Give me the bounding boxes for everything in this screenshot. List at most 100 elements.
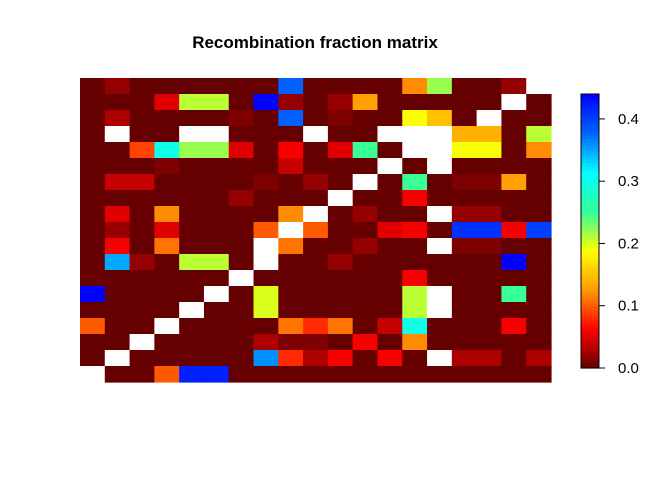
heatmap-cell	[203, 142, 230, 159]
colorbar-segment	[581, 333, 599, 338]
colorbar-segment	[581, 299, 599, 304]
heatmap-cell	[80, 238, 106, 255]
heatmap-cell	[104, 142, 131, 159]
heatmap-cell	[278, 222, 304, 239]
heatmap-cell	[327, 110, 354, 127]
colorbar-segment	[581, 207, 599, 212]
heatmap-cell	[327, 254, 354, 271]
heatmap-cell	[303, 270, 329, 287]
heatmap-cell	[377, 78, 403, 95]
heatmap-cell	[402, 286, 428, 303]
heatmap-cell	[104, 270, 131, 287]
heatmap-cell	[129, 254, 155, 271]
colorbar-segment	[581, 179, 599, 184]
heatmap-cell	[526, 110, 552, 127]
heatmap-cell	[203, 110, 230, 127]
heatmap-cell	[303, 110, 329, 127]
colorbar-segment	[581, 176, 599, 181]
heatmap-cell	[377, 302, 403, 319]
colorbar-segment	[581, 316, 599, 321]
heatmap-cell	[427, 366, 453, 383]
colorbar-tick-label: 0.3	[618, 173, 639, 190]
colorbar-segment	[581, 117, 599, 122]
heatmap-cell	[501, 302, 527, 319]
colorbar-segment	[581, 289, 599, 294]
heatmap-cell	[104, 222, 131, 239]
heatmap-cell	[203, 222, 230, 239]
heatmap-cell	[327, 206, 354, 223]
heatmap-cell	[501, 78, 527, 95]
heatmap-cell	[451, 286, 478, 303]
colorbar-segment	[581, 203, 599, 208]
heatmap-cell	[179, 286, 205, 303]
heatmap-cell	[476, 222, 503, 239]
colorbar-segment	[581, 309, 599, 314]
heatmap-cell	[377, 110, 403, 127]
heatmap-cell	[352, 334, 379, 351]
heatmap-cell	[501, 334, 527, 351]
heatmap-cell	[526, 302, 552, 319]
heatmap-cell	[80, 78, 106, 95]
heatmap-cell	[104, 126, 131, 143]
heatmap-cell	[253, 238, 279, 255]
heatmap-cell	[476, 366, 503, 383]
heatmap-cell	[451, 302, 478, 319]
heatmap-cell	[402, 350, 428, 367]
heatmap-cell	[129, 350, 155, 367]
heatmap-cell	[179, 238, 205, 255]
heatmap-cell	[129, 238, 155, 255]
heatmap-cell	[526, 222, 552, 239]
heatmap-cell	[104, 366, 131, 383]
colorbar-segment	[581, 364, 599, 369]
heatmap-cell	[253, 302, 279, 319]
heatmap-cell	[377, 158, 403, 175]
colorbar-segment	[581, 302, 599, 307]
colorbar-segment	[581, 251, 599, 256]
heatmap-cell	[352, 350, 379, 367]
heatmap-cell	[303, 286, 329, 303]
colorbar-segment	[581, 330, 599, 335]
heatmap-cell	[303, 350, 329, 367]
colorbar-segment	[581, 248, 599, 253]
colorbar-legend: 0.0 0.1 0.2 0.3 0.4	[580, 93, 639, 377]
colorbar-segment	[581, 323, 599, 328]
heatmap-cell	[203, 366, 230, 383]
heatmap-cell	[501, 206, 527, 223]
heatmap-cell	[228, 334, 255, 351]
heatmap-cell	[427, 254, 453, 271]
heatmap-cell	[80, 190, 106, 207]
heatmap-cell	[377, 126, 403, 143]
heatmap-cell	[228, 126, 255, 143]
heatmap-cell	[104, 318, 131, 335]
heatmap-cell	[278, 174, 304, 191]
colorbar-segment	[581, 296, 599, 301]
heatmap-cell	[352, 238, 379, 255]
heatmap-cell	[526, 78, 552, 95]
heatmap-cell	[352, 302, 379, 319]
colorbar-segment	[581, 278, 599, 283]
heatmap-cell	[327, 238, 354, 255]
heatmap-cell	[476, 78, 503, 95]
colorbar-segment	[581, 193, 599, 198]
colorbar-segment	[581, 344, 599, 349]
heatmap-cell	[278, 126, 304, 143]
heatmap-cell	[203, 254, 230, 271]
colorbar-segment	[581, 114, 599, 119]
heatmap-cell	[278, 190, 304, 207]
heatmap-cell	[501, 286, 527, 303]
heatmap-cell	[154, 142, 180, 159]
heatmap-cell	[451, 366, 478, 383]
heatmap-cell	[427, 350, 453, 367]
heatmap-cell	[228, 254, 255, 271]
heatmap-cell	[179, 334, 205, 351]
heatmap-cell	[377, 190, 403, 207]
heatmap-cell	[154, 158, 180, 175]
heatmap-cell	[228, 222, 255, 239]
heatmap-cell	[352, 254, 379, 271]
heatmap-cell	[377, 366, 403, 383]
colorbar-tick-label: 0.0	[618, 360, 639, 377]
colorbar-segment	[581, 285, 599, 290]
colorbar-segment	[581, 241, 599, 246]
heatmap-cell	[427, 238, 453, 255]
heatmap-cell	[278, 270, 304, 287]
